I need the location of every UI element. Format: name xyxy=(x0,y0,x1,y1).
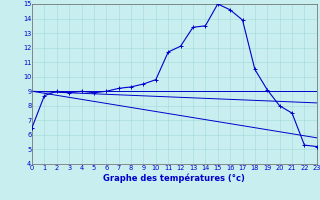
X-axis label: Graphe des températures (°c): Graphe des températures (°c) xyxy=(103,173,245,183)
